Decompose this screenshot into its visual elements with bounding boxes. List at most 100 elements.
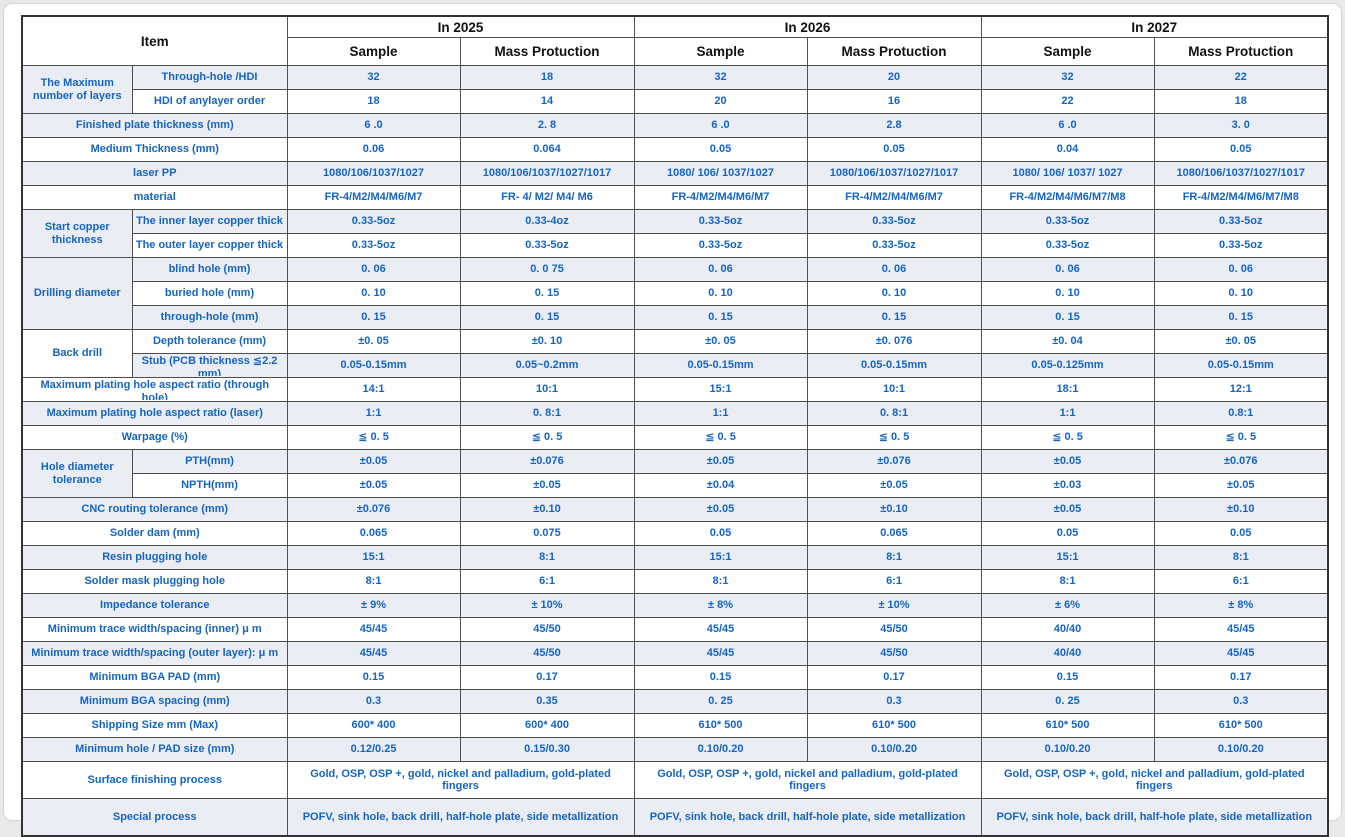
row-label-text: material — [133, 191, 176, 204]
cell-value: 10:1 — [806, 377, 982, 402]
cell-value: FR-4/M2/M4/M6/M7 — [286, 185, 461, 210]
cell-value-text: 1080/106/1037/1027/1017 — [482, 167, 612, 180]
table-row: Minimum hole / PAD size (mm) 0.12/0.25 0.1… — [21, 737, 1329, 762]
cell-value: 32 — [286, 65, 461, 90]
cell-value: ±0.05 — [459, 473, 635, 498]
cell-value: 14:1 — [286, 377, 461, 402]
cell-value: 18 — [286, 89, 461, 114]
cell-value-text: 0.15 — [1056, 671, 1079, 684]
row-label: through-hole (mm) — [131, 305, 288, 330]
cell-value: 1080/ 106/ 1037/ 1027 — [980, 161, 1155, 186]
cell-value: FR-4/M2/M4/M6/M7/M8 — [980, 185, 1155, 210]
cell-value: 40/40 — [980, 617, 1155, 642]
cell-value-text: 0. 8:1 — [532, 407, 562, 420]
row-label: Warpage (%) — [21, 425, 288, 450]
table-row: Minimum BGA PAD (mm) 0.15 0.17 0.15 0.17 0.15… — [21, 665, 1329, 690]
cell-value-text: 0. 06 — [361, 263, 386, 276]
cell-value: Gold, OSP, OSP +, gold, nickel and palla… — [286, 761, 635, 799]
cell-value: 1:1 — [980, 401, 1155, 426]
subcol-mass-2027: Mass Protuction — [1153, 37, 1329, 66]
subcol-sample-2025: Sample — [286, 37, 461, 66]
cell-value: 0.05 — [633, 521, 808, 546]
row-label-text: Solder dam (mm) — [109, 527, 200, 540]
cell-value-text: 45/45 — [359, 647, 388, 660]
row-label: The inner layer copper thick — [131, 209, 288, 234]
row-label-text: Special process — [112, 810, 197, 823]
year-header-2027: In 2027 — [980, 15, 1329, 38]
cell-value-text: 1080/ 106/ 1037/ 1027 — [1012, 167, 1123, 180]
cell-value-text: 0.065 — [359, 527, 388, 540]
cell-value-text: 18 — [540, 71, 554, 84]
cell-value: 0. 0 75 — [459, 257, 635, 282]
row-label: HDI of anylayer order — [131, 89, 288, 114]
cell-value-text: 8:1 — [539, 551, 555, 564]
cell-value-text: 0.064 — [533, 143, 561, 156]
cell-value-text: ±0.05 — [880, 479, 908, 492]
cell-value-text: 10:1 — [883, 383, 906, 396]
row-label: Minimum hole / PAD size (mm) — [21, 737, 288, 762]
table-row: Surface finishing process Gold, OSP, OSP … — [21, 761, 1329, 799]
cell-value: 0.15/0.30 — [459, 737, 635, 762]
cell-value-text: ±0. 05 — [1225, 335, 1257, 348]
table-row: Start copper thickness The inner layer co… — [21, 209, 1329, 258]
cell-value: 6 .0 — [980, 113, 1155, 138]
cell-value: FR-4/M2/M4/M6/M7 — [633, 185, 808, 210]
cell-value-text: 15:1 — [1056, 551, 1079, 564]
cell-value: 2.8 — [806, 113, 982, 138]
table-row: Shipping Size mm (Max) 600* 400 600* 400 61… — [21, 713, 1329, 738]
cell-value-text: 0.065 — [880, 527, 908, 540]
row-label-text: NPTH(mm) — [181, 479, 238, 492]
cell-value-text: 0.33-5oz — [872, 239, 916, 252]
cell-value: ±0.05 — [633, 449, 808, 474]
cell-value: POFV, sink hole, back drill, half-hole p… — [286, 798, 635, 837]
cell-value-text: ± 10% — [531, 599, 563, 612]
cell-value: 0.33-5oz — [980, 209, 1155, 234]
row-label: material — [21, 185, 288, 210]
cell-value: 0.05-0.15mm — [1153, 353, 1329, 378]
cell-value: 45/50 — [459, 617, 635, 642]
cell-value-text: 6:1 — [539, 575, 555, 588]
cell-value: 45/45 — [633, 641, 808, 666]
table-row: Drilling diameter blind hole (mm) 0. 06 0. … — [21, 257, 1329, 330]
cell-value: 8:1 — [1153, 545, 1329, 570]
cell-value: 0.17 — [459, 665, 635, 690]
cell-value: 0.17 — [806, 665, 982, 690]
cell-value: 8:1 — [806, 545, 982, 570]
cell-value: ±0.076 — [459, 449, 635, 474]
cell-value: 0.10/0.20 — [633, 737, 808, 762]
group-label-text: The Maximum number of layers — [32, 76, 122, 102]
group-label-text: Drilling diameter — [33, 287, 121, 299]
cell-value-text: 32 — [714, 71, 727, 84]
row-label: buried hole (mm) — [131, 281, 288, 306]
cell-value-text: 20 — [714, 95, 727, 108]
row-label: CNC routing tolerance (mm) — [21, 497, 288, 522]
cell-value: ±0. 05 — [286, 329, 461, 354]
cell-value-text: 0.05-0.125mm — [1031, 359, 1104, 372]
row-label: Depth tolerance (mm) — [131, 329, 288, 354]
row-label: Special process — [21, 798, 288, 837]
cell-value-text: 6 .0 — [711, 119, 730, 132]
cell-value-text: 2. 8 — [537, 119, 557, 132]
subcol-mass-2026: Mass Protuction — [806, 37, 982, 66]
cell-value: 0.33-5oz — [980, 233, 1155, 258]
cell-value-text: 45/50 — [533, 647, 561, 660]
cell-value-text: 0. 06 — [1228, 263, 1253, 276]
cell-value-text: 0. 10 — [1228, 287, 1253, 300]
cell-value-text: ±0.076 — [356, 503, 391, 516]
cell-value: ±0. 04 — [980, 329, 1155, 354]
cell-value-text: ± 10% — [878, 599, 910, 612]
cell-value: 0.33-5oz — [286, 233, 461, 258]
cell-value: 45/50 — [459, 641, 635, 666]
cell-value: 0.33-5oz — [459, 233, 635, 258]
cell-value-text: 14:1 — [362, 383, 385, 396]
cell-value: 22 — [980, 89, 1155, 114]
cell-value-text: ±0.076 — [877, 455, 911, 468]
row-label: Finished plate thickness (mm) — [21, 113, 288, 138]
cell-value: 0. 15 — [806, 305, 982, 330]
cell-value: ≦ 0. 5 — [980, 425, 1155, 450]
cell-value: Gold, OSP, OSP +, gold, nickel and palla… — [980, 761, 1329, 799]
cell-value: 0.33-4oz — [459, 209, 635, 234]
cell-value: 610* 500 — [633, 713, 808, 738]
cell-value: 2. 8 — [459, 113, 635, 138]
cell-value-text: 600* 400 — [524, 719, 570, 732]
